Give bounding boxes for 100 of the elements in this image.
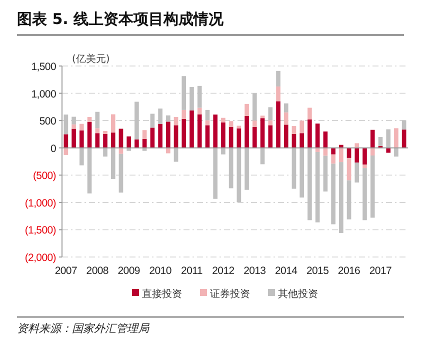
bar bbox=[362, 148, 367, 164]
bar bbox=[268, 107, 273, 120]
bar bbox=[197, 114, 202, 148]
bar bbox=[331, 148, 336, 154]
x-tick-label: 2011 bbox=[181, 265, 203, 277]
bar bbox=[103, 130, 108, 134]
bar bbox=[95, 128, 100, 134]
chart-title: 图表 5. 线上资本项目构成情况 bbox=[17, 10, 225, 28]
bar bbox=[158, 124, 162, 148]
bar bbox=[87, 122, 92, 148]
y-axis-title: (亿美元) bbox=[72, 53, 110, 65]
bar bbox=[244, 104, 249, 116]
bar bbox=[362, 168, 367, 220]
bar bbox=[315, 124, 320, 148]
bar bbox=[110, 148, 116, 179]
bar bbox=[228, 121, 234, 127]
bar bbox=[276, 101, 280, 148]
bar bbox=[315, 152, 320, 222]
bar bbox=[386, 129, 391, 148]
bar bbox=[292, 126, 296, 134]
y-tick-label: 500 bbox=[39, 116, 56, 128]
bar bbox=[72, 116, 76, 124]
bar bbox=[221, 122, 226, 148]
bar bbox=[174, 125, 178, 148]
bar bbox=[268, 120, 273, 126]
bar bbox=[276, 70, 280, 86]
bar bbox=[134, 102, 139, 140]
bar bbox=[346, 180, 352, 220]
bar bbox=[300, 133, 304, 148]
bar bbox=[323, 131, 328, 148]
bar bbox=[284, 124, 288, 148]
legend-label: 证券投资 bbox=[210, 288, 250, 300]
x-tick-label: 2008 bbox=[86, 265, 109, 277]
bar bbox=[331, 154, 336, 164]
legend-label: 其他投资 bbox=[278, 288, 318, 300]
x-tick-label: 2010 bbox=[149, 265, 172, 277]
bar bbox=[103, 134, 108, 148]
bar bbox=[87, 148, 92, 194]
bar bbox=[174, 148, 178, 162]
bar bbox=[292, 134, 296, 148]
bar bbox=[213, 114, 218, 148]
bar bbox=[378, 136, 383, 146]
bar bbox=[158, 108, 162, 124]
bar bbox=[126, 136, 132, 148]
bar bbox=[134, 139, 139, 148]
bar bbox=[362, 164, 367, 168]
bar bbox=[64, 134, 68, 148]
bar bbox=[110, 132, 116, 148]
bar bbox=[221, 148, 226, 154]
bar bbox=[354, 143, 360, 148]
bar bbox=[79, 124, 84, 130]
bar bbox=[244, 148, 249, 190]
bar bbox=[166, 122, 170, 148]
bar bbox=[174, 117, 178, 126]
bar bbox=[150, 128, 155, 148]
bar bbox=[276, 86, 280, 102]
bar bbox=[150, 114, 155, 128]
bar bbox=[260, 116, 265, 118]
bar bbox=[72, 124, 76, 129]
bar bbox=[292, 148, 296, 189]
bar bbox=[166, 148, 170, 154]
bar bbox=[79, 130, 84, 148]
bar bbox=[354, 162, 360, 183]
bar bbox=[205, 110, 210, 120]
bar bbox=[300, 148, 304, 198]
x-tick-label: 2014 bbox=[275, 265, 298, 277]
legend-label: 直接投资 bbox=[142, 288, 182, 300]
bar bbox=[118, 128, 124, 148]
bar bbox=[308, 148, 312, 220]
bar bbox=[110, 114, 116, 133]
y-tick-label: (1,500) bbox=[24, 224, 56, 237]
bar bbox=[268, 125, 273, 148]
bar bbox=[394, 148, 398, 157]
bar bbox=[197, 86, 202, 108]
bar bbox=[166, 115, 170, 122]
bar bbox=[370, 148, 375, 156]
bar bbox=[260, 118, 265, 148]
y-tick-label: 0 bbox=[50, 142, 56, 155]
bar bbox=[252, 126, 257, 148]
bar bbox=[182, 110, 186, 119]
bar bbox=[72, 128, 76, 148]
bar bbox=[370, 155, 375, 218]
bar bbox=[346, 158, 352, 180]
bar bbox=[221, 118, 226, 122]
bar bbox=[252, 120, 257, 127]
bar bbox=[402, 120, 406, 130]
bar bbox=[103, 148, 108, 157]
bar bbox=[394, 128, 398, 148]
bar bbox=[118, 154, 124, 193]
bar bbox=[284, 112, 288, 125]
x-tick-label: 2009 bbox=[118, 265, 140, 277]
y-tick-label: (500) bbox=[32, 170, 56, 182]
bar bbox=[386, 148, 391, 153]
x-tick-label: 2012 bbox=[212, 265, 235, 277]
bar bbox=[252, 93, 257, 121]
bar bbox=[228, 148, 234, 188]
bar bbox=[213, 148, 218, 199]
bar bbox=[331, 164, 336, 224]
bar bbox=[308, 108, 312, 120]
bar bbox=[370, 130, 375, 148]
